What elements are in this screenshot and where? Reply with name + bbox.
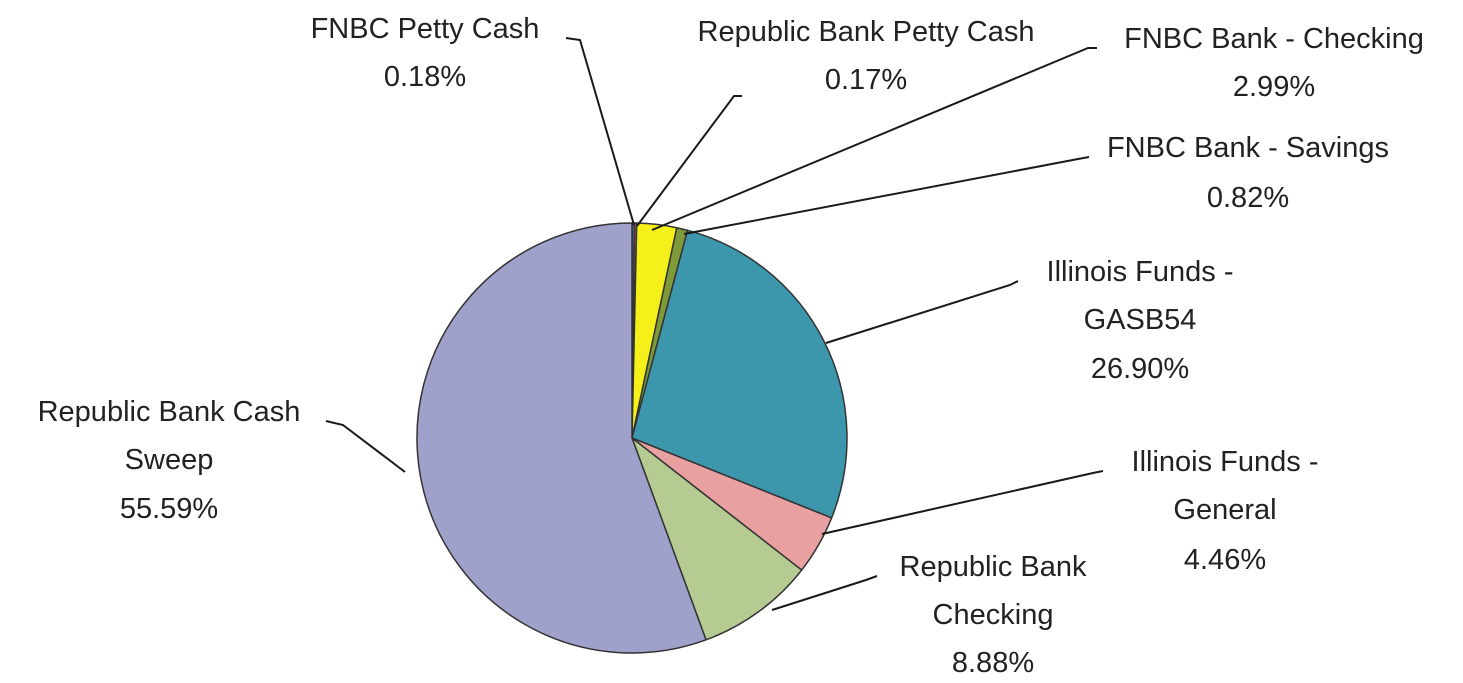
slice-name-label: FNBC Bank - Checking bbox=[1124, 23, 1424, 55]
slice-label-1: Republic Bank Petty Cash 0.17% bbox=[698, 16, 1035, 96]
leader-line-1 bbox=[636, 95, 742, 227]
pie-slices bbox=[416, 222, 848, 654]
leader-line-3 bbox=[683, 156, 1090, 235]
slice-name-label: General bbox=[1173, 494, 1276, 526]
pie-slice-6 bbox=[631, 437, 803, 641]
slice-name-label: Republic Bank Cash bbox=[38, 396, 301, 428]
slice-value-label: 4.46% bbox=[1184, 544, 1266, 576]
slice-value-label: 26.90% bbox=[1091, 353, 1189, 385]
slice-name-label: Illinois Funds - bbox=[1047, 256, 1234, 288]
slice-name-label: Checking bbox=[933, 599, 1054, 631]
slice-value-label: 55.59% bbox=[120, 493, 218, 525]
slice-name-label: FNBC Petty Cash bbox=[311, 13, 540, 45]
pie-slice-4 bbox=[631, 229, 848, 519]
slice-value-label: 0.18% bbox=[384, 61, 466, 93]
slice-label-4: Illinois Funds - GASB54 26.90% bbox=[1047, 256, 1234, 385]
slice-label-2: FNBC Bank - Checking 2.99% bbox=[1124, 23, 1424, 103]
leader-line-7 bbox=[325, 420, 406, 473]
slice-label-6: Republic Bank Checking 8.88% bbox=[900, 551, 1087, 679]
slice-label-3: FNBC Bank - Savings 0.82% bbox=[1107, 132, 1389, 214]
leader-line-4 bbox=[825, 280, 1019, 344]
leader-line-2 bbox=[651, 47, 1097, 231]
leader-line-6 bbox=[771, 575, 878, 611]
slice-label-5: Illinois Funds - General 4.46% bbox=[1132, 446, 1319, 576]
leader-line-0 bbox=[565, 37, 635, 226]
slice-name-label: Sweep bbox=[125, 444, 214, 476]
leader-line-5 bbox=[821, 470, 1104, 535]
slice-name-label: Illinois Funds - bbox=[1132, 446, 1319, 478]
slice-labels: FNBC Petty Cash 0.18% Republic Bank Petty … bbox=[38, 13, 1424, 679]
pie-slice-7 bbox=[416, 222, 707, 654]
slice-value-label: 2.99% bbox=[1233, 71, 1315, 103]
slice-name-label: Republic Bank bbox=[900, 551, 1087, 583]
slice-label-0: FNBC Petty Cash 0.18% bbox=[311, 13, 540, 93]
slice-value-label: 0.82% bbox=[1207, 182, 1289, 214]
slice-name-label: GASB54 bbox=[1084, 304, 1197, 336]
slice-name-label: FNBC Bank - Savings bbox=[1107, 132, 1389, 164]
slice-name-label: Republic Bank Petty Cash bbox=[698, 16, 1035, 48]
leader-lines bbox=[325, 37, 1104, 611]
slice-value-label: 0.17% bbox=[825, 64, 907, 96]
slice-label-7: Republic Bank Cash Sweep 55.59% bbox=[38, 396, 301, 525]
slice-value-label: 8.88% bbox=[952, 647, 1034, 679]
